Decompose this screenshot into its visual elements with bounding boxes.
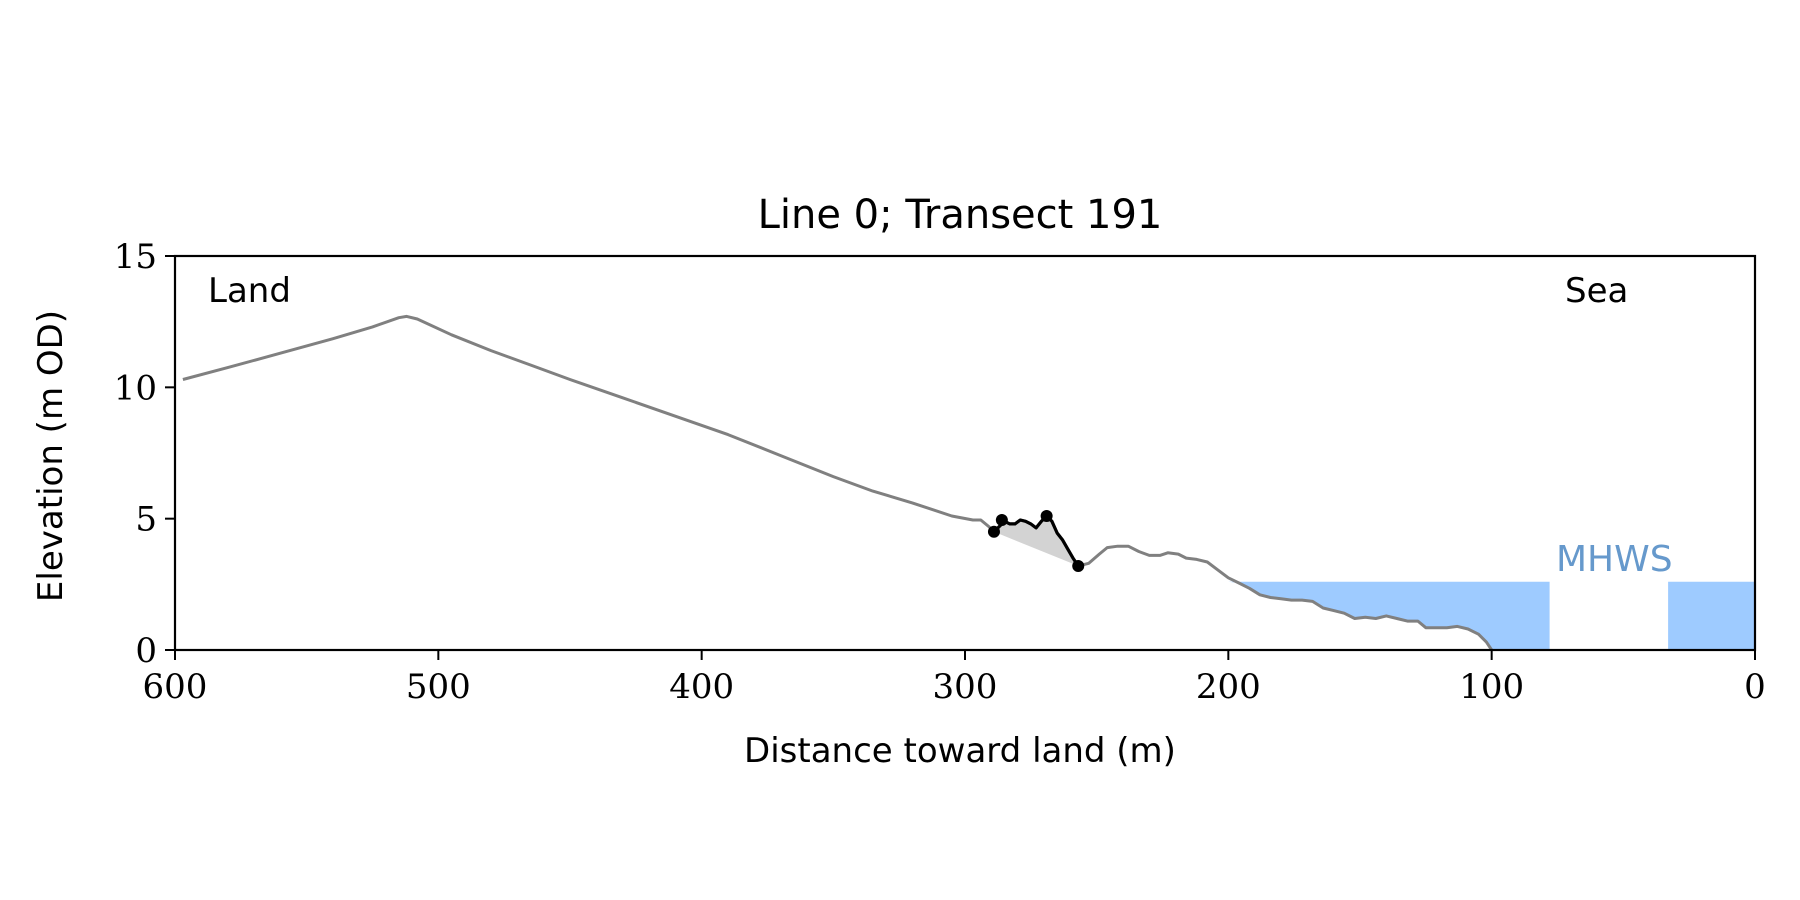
selection-marker-3	[1072, 559, 1085, 572]
y-tick-label-1: 5	[135, 500, 157, 540]
profile-line	[182, 314, 1493, 651]
water-region-1	[1668, 581, 1755, 650]
selection-marker-2	[1040, 510, 1053, 523]
sea-annotation: Sea	[1565, 271, 1628, 311]
selection-marker-1	[995, 513, 1008, 526]
water-layer	[1228, 581, 1755, 650]
selection-marker-0	[987, 525, 1000, 538]
x-tick-label-2: 400	[669, 667, 734, 707]
chart-title: Line 0; Transect 191	[758, 192, 1163, 238]
x-tick-label-6: 0	[1744, 667, 1766, 707]
y-tick-label-3: 15	[114, 237, 157, 277]
x-tick-label-5: 100	[1459, 667, 1524, 707]
y-tick-label-2: 10	[114, 368, 157, 408]
x-tick-label-0: 600	[143, 667, 208, 707]
x-tick-label-4: 200	[1196, 667, 1261, 707]
x-tick-label-1: 500	[406, 667, 471, 707]
land-annotation: Land	[208, 271, 291, 311]
selection-line	[992, 514, 1080, 567]
x-tick-label-3: 300	[933, 667, 998, 707]
selection-fill	[994, 516, 1079, 566]
profile-line-layer	[182, 314, 1493, 651]
selection-fill-layer	[994, 516, 1079, 566]
y-axis-label: Elevation (m OD)	[31, 310, 71, 602]
axis-ticks: 600 500 400 300 200 100 0 0 5 10 15	[114, 237, 1766, 707]
selection-marker-layer	[987, 510, 1085, 572]
mhws-annotation: MHWS	[1556, 539, 1673, 580]
x-axis-label: Distance toward land (m)	[744, 731, 1176, 771]
y-tick-label-0: 0	[135, 631, 157, 671]
